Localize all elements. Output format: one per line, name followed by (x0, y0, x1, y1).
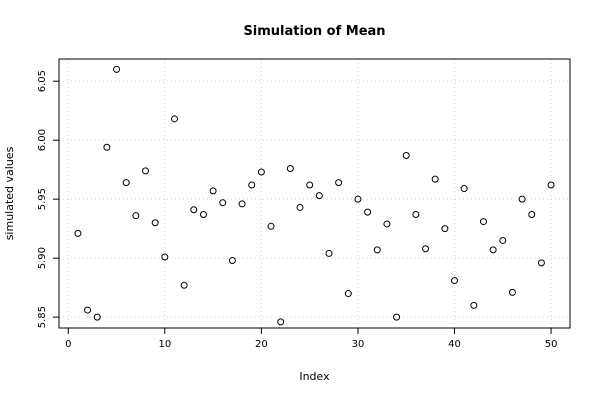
x-tick-label: 30 (352, 339, 365, 350)
data-point (431, 175, 439, 183)
data-point (219, 199, 227, 207)
data-point (373, 246, 381, 254)
data-point (499, 236, 507, 244)
data-point (412, 211, 420, 219)
data-point (441, 225, 449, 233)
data-point (547, 181, 555, 189)
data-point (248, 181, 256, 189)
data-point (103, 143, 111, 151)
y-tick-label: 5.90 (37, 247, 48, 269)
data-point (161, 253, 169, 261)
x-tick-label: 0 (65, 339, 71, 350)
x-axis-label: Index (299, 370, 330, 383)
data-point (479, 218, 487, 226)
data-point (142, 167, 150, 175)
x-axis: 0 10 20 30 40 50 (65, 328, 557, 350)
data-point (470, 301, 478, 309)
data-point (257, 168, 265, 176)
data-point (344, 290, 352, 298)
data-point (113, 65, 121, 73)
data-point (315, 192, 323, 200)
data-point (267, 222, 275, 230)
data-point (209, 187, 217, 195)
data-point (180, 281, 188, 289)
data-point (402, 152, 410, 160)
data-point (451, 277, 459, 285)
data-point (151, 219, 159, 227)
data-point (84, 306, 92, 314)
data-point (132, 212, 140, 220)
data-point (74, 229, 82, 237)
data-points (74, 65, 555, 326)
chart-title: Simulation of Mean (243, 24, 385, 39)
data-point (170, 115, 178, 123)
x-tick-label: 50 (545, 339, 558, 350)
y-tick-label: 6.05 (37, 70, 48, 92)
y-tick-label: 5.85 (37, 306, 48, 328)
data-point (277, 318, 285, 326)
y-tick-label: 6.00 (37, 129, 48, 151)
x-tick-label: 10 (158, 339, 171, 350)
data-point (393, 313, 401, 321)
grid (59, 59, 570, 328)
data-point (199, 211, 207, 219)
data-point (508, 288, 516, 296)
data-point (460, 185, 468, 193)
y-axis: 5.85 5.90 5.95 6.00 6.05 (37, 70, 59, 328)
data-point (537, 259, 545, 267)
data-point (93, 313, 101, 321)
data-point (335, 179, 343, 187)
x-tick-label: 40 (448, 339, 461, 350)
data-point (489, 246, 497, 254)
data-point (190, 206, 198, 214)
x-tick-label: 20 (255, 339, 268, 350)
y-tick-label: 5.95 (37, 188, 48, 210)
data-point (422, 245, 430, 253)
data-point (354, 195, 362, 203)
data-point (296, 203, 304, 211)
data-point (325, 249, 333, 257)
data-point (228, 257, 236, 265)
data-point (518, 195, 526, 203)
y-axis-label: simulated values (3, 146, 16, 240)
data-point (306, 181, 314, 189)
data-point (238, 200, 246, 208)
data-point (364, 208, 372, 216)
data-point (286, 164, 294, 172)
data-point (383, 220, 391, 228)
data-point (528, 211, 536, 219)
data-point (122, 179, 130, 187)
plot-frame (58, 58, 571, 329)
